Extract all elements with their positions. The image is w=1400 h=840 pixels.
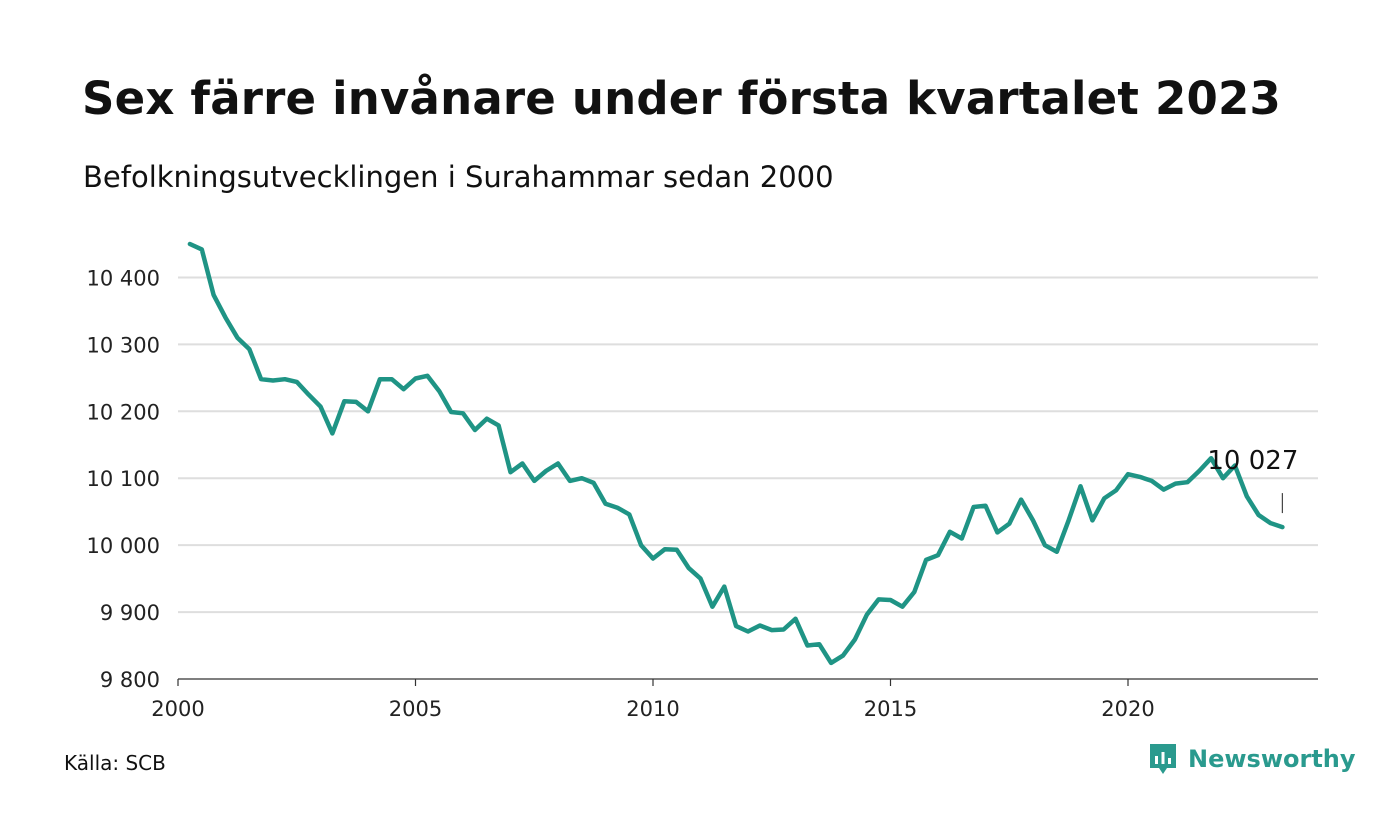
y-tick-label: 10 000	[87, 534, 160, 558]
source-note: Källa: SCB	[64, 751, 166, 775]
newsworthy-logo-icon	[1150, 744, 1176, 774]
brand-logo[interactable]: Newsworthy	[1148, 742, 1356, 776]
y-axis-ticks: 9 800 9 900 10 000 10 100 10 200 10 300 10 400	[87, 266, 160, 692]
last-value-label: 10 027	[1207, 446, 1298, 476]
y-tick-label: 10 400	[87, 266, 160, 290]
y-tick-label: 10 300	[87, 333, 160, 357]
x-tick-label: 2005	[389, 697, 442, 721]
grid-lines	[178, 276, 1318, 614]
x-tick-label: 2015	[864, 697, 917, 721]
y-tick-label: 10 200	[87, 400, 160, 424]
x-tick-label: 2020	[1101, 697, 1154, 721]
chart-title: Sex färre invånare under första kvartale…	[82, 72, 1282, 125]
y-tick-label: 10 100	[87, 467, 160, 491]
x-tick-label: 2010	[626, 697, 679, 721]
y-tick-label: 9 900	[100, 601, 160, 625]
annotation-layer: 10 027	[1207, 446, 1298, 514]
series-layer	[187, 241, 1285, 666]
y-tick-label: 9 800	[100, 668, 160, 692]
brand-name: Newsworthy	[1188, 745, 1356, 773]
x-axis-ticks: 2000 2005 2010 2015 2020	[151, 679, 1155, 721]
series-line	[187, 241, 1285, 666]
chart-subtitle: Befolkningsutvecklingen i Surahammar sed…	[83, 160, 834, 194]
x-tick-label: 2000	[151, 697, 204, 721]
